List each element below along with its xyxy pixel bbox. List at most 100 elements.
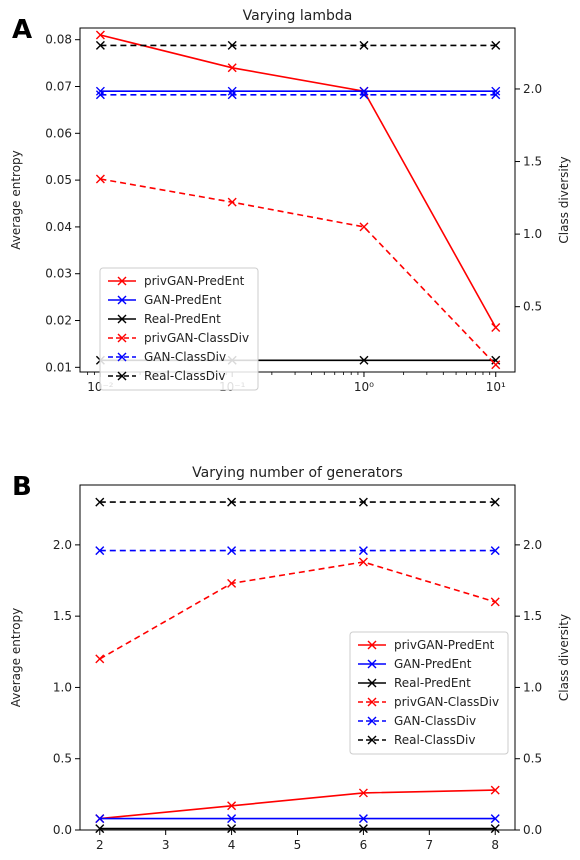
y-tick-label: 0.02 [45,314,72,328]
data-point [491,360,501,370]
data-point [227,63,237,73]
x-tick-label: 10¹ [486,380,506,394]
legend-label: privGAN-PredEnt [144,274,245,288]
legend-entry: privGAN-ClassDiv [358,695,499,709]
y-right-tick-label: 0.5 [523,752,542,766]
chart-panel-B: B Varying number of generators 2 3 4 5 6 7 8 0.0 0… [9,465,571,852]
data-point [358,788,368,798]
panel-label: B [12,472,32,502]
data-point [227,578,237,588]
y-right-tick-label: 0.0 [523,823,542,837]
legend-entry: GAN-PredEnt [358,657,472,671]
data-point [359,90,369,100]
data-point [359,355,369,365]
data-point [358,557,368,567]
x-tick-label: 6 [360,838,368,852]
x-tick-label: 5 [294,838,302,852]
data-point [227,86,237,96]
data-point [490,497,500,507]
data-point [491,90,501,100]
legend-label: Real-ClassDiv [394,733,475,747]
data-point [95,86,105,96]
chart-title: Varying lambda [243,8,353,24]
y-right-tick-label: 1.5 [523,155,542,169]
x-tick-label: 3 [162,838,170,852]
series-privGAN-ClassDiv [95,174,501,370]
data-point [227,90,237,100]
legend-entry: Real-PredEnt [108,312,221,326]
y-right-tick-label: 1.0 [523,680,542,694]
y-tick-label: 0.05 [45,173,72,187]
y-axis-label: Average entropy [9,150,23,250]
legend-label: Real-PredEnt [144,312,221,326]
legend-label: GAN-ClassDiv [144,350,226,364]
y-right-tick-label: 0.5 [523,300,542,314]
legend-label: Real-PredEnt [394,676,471,690]
data-point [95,30,105,40]
data-point [227,814,237,824]
x-tick-label: 8 [491,838,499,852]
data-point [491,323,501,333]
series-GAN-ClassDiv [95,90,501,100]
data-point [95,90,105,100]
series-Real-ClassDiv [95,40,501,50]
legend-label: GAN-PredEnt [394,657,472,671]
data-point [227,497,237,507]
y-right-tick-label: 1.0 [523,227,542,241]
data-point [227,197,237,207]
data-point [95,174,105,184]
legend-entry: GAN-ClassDiv [358,714,476,728]
data-point [227,40,237,50]
plot-frame [79,27,516,373]
y-right-axis-label: Class diversity [557,614,571,701]
y-tick-label: 0.0 [53,823,72,837]
legend-label: Real-ClassDiv [144,369,225,383]
legend: privGAN-PredEnt GAN-PredEnt Real-PredEnt pr… [349,631,509,755]
data-point [227,801,237,811]
legend-entry: GAN-ClassDiv [108,350,226,364]
legend-entry: GAN-PredEnt [108,293,222,307]
series-Real-ClassDiv [95,497,500,507]
y-right-axis-label: Class diversity [557,156,571,243]
series-GAN-ClassDiv [95,546,500,556]
y-tick-label: 2.0 [53,538,72,552]
y-tick-label: 0.07 [45,80,72,94]
data-point [491,40,501,50]
data-point [95,497,105,507]
series-GAN-PredEnt [95,86,501,96]
y-tick-label: 0.5 [53,752,72,766]
chart-title: Varying number of generators [192,465,403,481]
data-point [491,86,501,96]
legend-box [349,631,509,755]
data-point [95,546,105,556]
legend-entry: Real-ClassDiv [358,733,475,747]
y-right-tick-label: 2.0 [523,82,542,96]
series-privGAN-PredEnt [95,785,500,824]
series-privGAN-ClassDiv [95,557,500,664]
legend-entry: privGAN-PredEnt [108,274,245,288]
legend-entry: Real-PredEnt [358,676,471,690]
y-tick-label: 0.04 [45,220,72,234]
legend-label: GAN-ClassDiv [394,714,476,728]
y-axis-label: Average entropy [9,608,23,708]
y-tick-label: 1.5 [53,609,72,623]
data-point [490,814,500,824]
y-tick-label: 0.06 [45,126,72,140]
y-tick-label: 1.0 [53,680,72,694]
data-point [95,40,105,50]
legend-entry: Real-ClassDiv [108,369,225,383]
y-tick-label: 0.01 [45,360,72,374]
y-tick-label: 0.03 [45,267,72,281]
panel-label: A [12,15,32,45]
data-point [95,824,105,834]
data-point [95,654,105,664]
data-point [359,40,369,50]
data-point [490,785,500,795]
data-point [227,546,237,556]
series-GAN-PredEnt [95,814,500,824]
legend-box [99,267,259,391]
data-point [358,814,368,824]
x-tick-label: 7 [425,838,433,852]
